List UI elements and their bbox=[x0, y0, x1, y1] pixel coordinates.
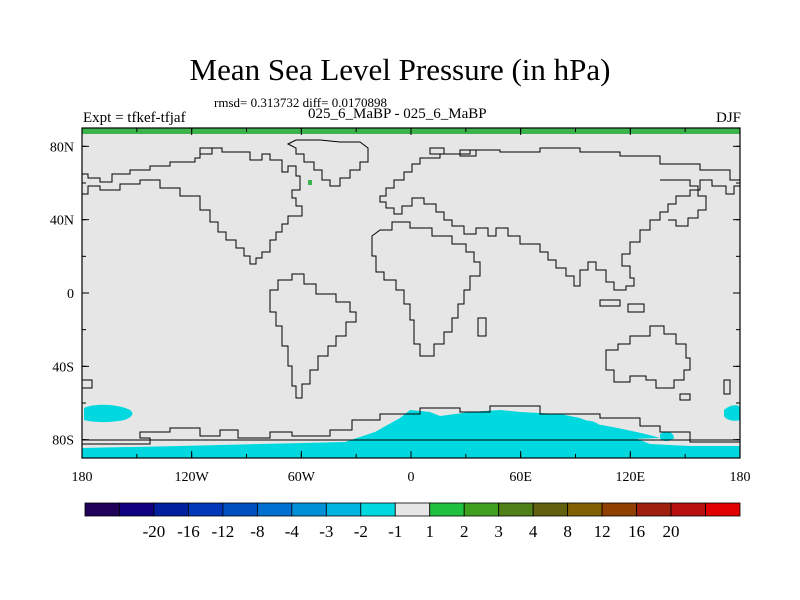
colorbar-label: -2 bbox=[354, 522, 368, 541]
coastline-australia bbox=[605, 325, 691, 389]
colorbar-swatch bbox=[119, 502, 155, 517]
colorbar-swatch bbox=[222, 502, 258, 517]
y-tick-label: 40S bbox=[52, 360, 74, 375]
map-title: Mean Sea Level Pressure (in hPa) bbox=[189, 52, 611, 87]
colorbar-swatch bbox=[394, 502, 431, 517]
colorbar-swatch bbox=[360, 502, 396, 517]
colorbar-label: 8 bbox=[563, 522, 572, 541]
colorbar-swatch bbox=[532, 502, 569, 517]
colorbar: -20 -16 -12 -8 -4 -3 -2 -1 1 2 3 4 8 12 16 20 bbox=[84, 502, 741, 541]
colorbar-label: 16 bbox=[628, 522, 645, 541]
coastline-south-america bbox=[269, 273, 357, 399]
colorbar-swatch bbox=[670, 502, 706, 517]
colorbar-swatch bbox=[325, 502, 362, 517]
coastline-east-asia bbox=[660, 179, 707, 227]
colorbar-swatch bbox=[188, 502, 224, 517]
coastline-new-zealand bbox=[723, 379, 731, 395]
colorbar-label: -12 bbox=[212, 522, 235, 541]
colorbar-swatch bbox=[153, 502, 189, 517]
colorbar-label: -3 bbox=[319, 522, 333, 541]
colorbar-label: 1 bbox=[425, 522, 434, 541]
colorbar-swatch bbox=[705, 502, 741, 517]
map-background bbox=[82, 128, 740, 458]
coastline-greenland bbox=[286, 139, 369, 187]
stats-label: rmsd= 0.313732 diff= 0.0170898 bbox=[214, 95, 387, 110]
coastline-africa bbox=[371, 221, 481, 357]
x-tick-label: 0 bbox=[408, 470, 415, 485]
colorbar-label: 3 bbox=[494, 522, 503, 541]
antarctic-lobe-east bbox=[430, 415, 660, 442]
colorbar-swatch bbox=[636, 502, 672, 517]
colorbar-label: -4 bbox=[285, 522, 300, 541]
colorbar-swatch bbox=[601, 502, 637, 517]
colorbar-label: -20 bbox=[143, 522, 166, 541]
x-tick-label: 180 bbox=[730, 470, 751, 485]
colorbar-swatch bbox=[463, 502, 500, 517]
antarctic-spot-small bbox=[660, 431, 674, 441]
x-tick-label: 60W bbox=[288, 470, 316, 485]
x-tick-label: 60E bbox=[509, 470, 532, 485]
y-tick-label: 80S bbox=[52, 434, 74, 449]
colorbar-swatch bbox=[498, 502, 534, 517]
antarctic-spot-mid bbox=[560, 420, 598, 434]
colorbar-swatch bbox=[429, 502, 465, 517]
southern-ocean-blob-east bbox=[724, 405, 740, 421]
experiment-label: Expt = tfkef-tfjaf bbox=[83, 110, 186, 126]
axis-labels: 180 120W 60W 0 60E 120E 180 80N 40N 0 40S 80S bbox=[50, 140, 751, 485]
coastline-maritime-continent bbox=[599, 299, 645, 313]
antarctic-anomaly-regions bbox=[82, 404, 740, 458]
colorbar-label: 20 bbox=[663, 522, 680, 541]
colorbar-swatch bbox=[256, 502, 293, 517]
colorbar-label: -8 bbox=[250, 522, 264, 541]
colorbar-label: -16 bbox=[177, 522, 200, 541]
coastline-madagascar bbox=[477, 317, 487, 337]
colorbar-swatch bbox=[84, 502, 120, 517]
y-tick-label: 0 bbox=[67, 287, 74, 302]
colorbar-label: 2 bbox=[460, 522, 469, 541]
x-tick-label: 120W bbox=[175, 470, 210, 485]
axis-ticks bbox=[81, 128, 741, 458]
x-tick-label: 120E bbox=[616, 470, 646, 485]
colorbar-label: 4 bbox=[529, 522, 538, 541]
southern-ocean-blob-west bbox=[84, 404, 133, 423]
colorbar-swatch bbox=[567, 502, 603, 517]
colorbar-label: -1 bbox=[388, 522, 402, 541]
subtitle-label: 025_6_MaBP - 025_6_MaBP bbox=[308, 106, 487, 122]
y-tick-label: 80N bbox=[50, 140, 74, 155]
coastline-antarctica bbox=[82, 405, 740, 445]
greenland-anomaly-spot bbox=[308, 180, 312, 185]
colorbar-swatch bbox=[291, 502, 327, 517]
colorbar-label: 12 bbox=[594, 522, 611, 541]
coastline-eurasia bbox=[379, 147, 741, 291]
coastline-north-america bbox=[82, 147, 303, 265]
y-tick-label: 40N bbox=[50, 214, 74, 229]
season-label: DJF bbox=[715, 110, 741, 126]
coastlines bbox=[81, 139, 741, 445]
x-tick-label: 180 bbox=[72, 470, 93, 485]
